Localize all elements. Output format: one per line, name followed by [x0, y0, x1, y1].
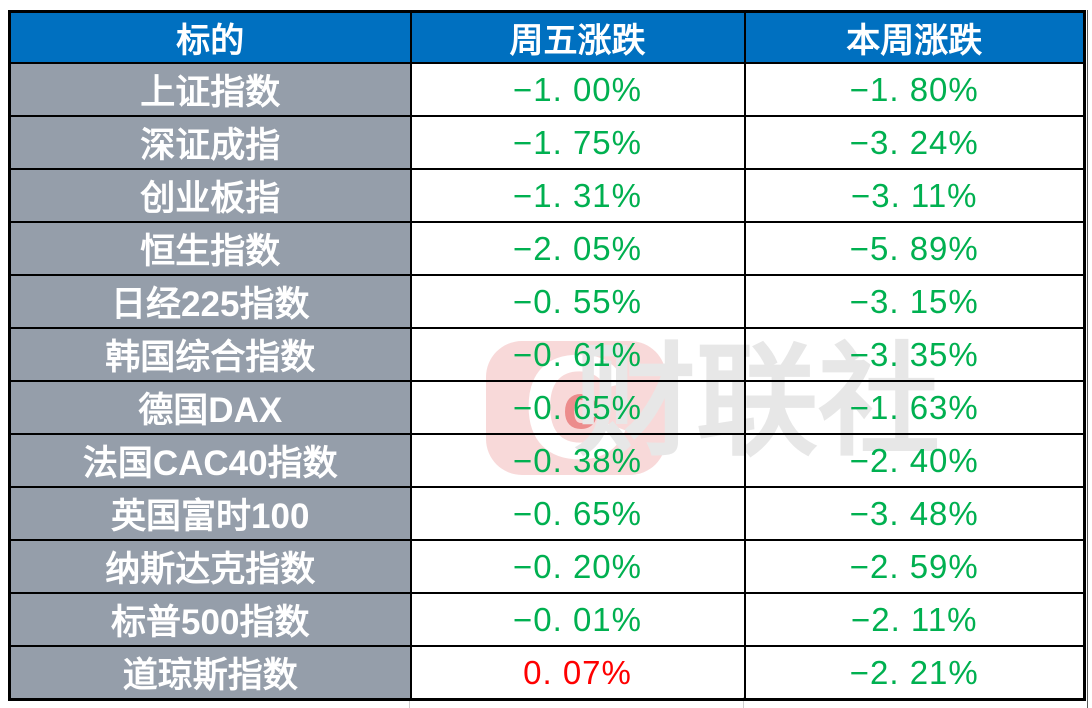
- week-change-cell: −5. 89%: [743, 221, 1086, 276]
- index-name-cell: 英国富时100: [8, 486, 412, 541]
- week-change-cell: −3. 24%: [743, 115, 1086, 170]
- week-change-value: −2. 40%: [849, 441, 979, 479]
- week-change-value: −3. 24%: [849, 123, 979, 161]
- table-row: 创业板指 −1. 31% −3. 11%: [8, 168, 1086, 223]
- week-change-value: −3. 11%: [850, 176, 978, 214]
- index-name-cell: 法国CAC40指数: [8, 433, 412, 488]
- week-change-value: −3. 48%: [849, 494, 979, 532]
- friday-change-cell: −0. 61%: [409, 327, 746, 382]
- header-row: 标的 周五涨跌 本周涨跌: [8, 10, 1086, 64]
- index-name-cell: 日经225指数: [8, 274, 412, 329]
- friday-change-value: −1. 00%: [512, 70, 642, 108]
- week-change-value: −2. 59%: [849, 547, 979, 585]
- table-row: 法国CAC40指数 −0. 38% −2. 40%: [8, 433, 1086, 488]
- week-change-value: −1. 63%: [849, 388, 979, 426]
- table-row: 标普500指数 −0. 01% −2. 11%: [8, 592, 1086, 647]
- index-name-cell: 标普500指数: [8, 592, 412, 647]
- friday-change-cell: −0. 65%: [409, 486, 746, 541]
- friday-change-cell: −0. 38%: [409, 433, 746, 488]
- friday-change-value: −1. 75%: [512, 123, 642, 161]
- index-name-cell: 深证成指: [8, 115, 412, 170]
- gridline-stub: [409, 697, 410, 708]
- column-header-friday-change: 周五涨跌: [409, 10, 746, 64]
- friday-change-value: −0. 61%: [512, 335, 642, 373]
- friday-change-cell: −0. 65%: [409, 380, 746, 435]
- week-change-cell: −2. 21%: [743, 645, 1086, 701]
- table-row: 日经225指数 −0. 55% −3. 15%: [8, 274, 1086, 329]
- index-name-cell: 上证指数: [8, 62, 412, 117]
- index-change-table: 标的 周五涨跌 本周涨跌 上证指数 −1. 00% −1. 80% 深证成指 −…: [8, 10, 1086, 701]
- friday-change-cell: −0. 20%: [409, 539, 746, 594]
- friday-change-value: −2. 05%: [512, 229, 642, 267]
- week-change-value: −2. 11%: [850, 600, 978, 638]
- table-row: 德国DAX −0. 65% −1. 63%: [8, 380, 1086, 435]
- week-change-cell: −2. 40%: [743, 433, 1086, 488]
- friday-change-cell: −1. 75%: [409, 115, 746, 170]
- friday-change-cell: −1. 31%: [409, 168, 746, 223]
- column-header-week-change: 本周涨跌: [743, 10, 1086, 64]
- friday-change-cell: −1. 00%: [409, 62, 746, 117]
- gridline-stub: [743, 697, 744, 708]
- week-change-cell: −1. 80%: [743, 62, 1086, 117]
- table-row: 纳斯达克指数 −0. 20% −2. 59%: [8, 539, 1086, 594]
- index-name-cell: 恒生指数: [8, 221, 412, 276]
- friday-change-value: −1. 31%: [512, 176, 642, 214]
- index-name-cell: 创业板指: [8, 168, 412, 223]
- week-change-value: −3. 15%: [849, 282, 979, 320]
- index-name-cell: 道琼斯指数: [8, 645, 412, 701]
- friday-change-cell: −0. 01%: [409, 592, 746, 647]
- week-change-cell: −3. 15%: [743, 274, 1086, 329]
- index-name-cell: 德国DAX: [8, 380, 412, 435]
- week-change-value: −3. 35%: [849, 335, 979, 373]
- week-change-cell: −2. 11%: [743, 592, 1086, 647]
- column-gridline: [1087, 10, 1088, 708]
- week-change-cell: −3. 35%: [743, 327, 1086, 382]
- week-change-value: −2. 21%: [849, 653, 979, 691]
- table-row: 道琼斯指数 0. 07% −2. 21%: [8, 645, 1086, 701]
- week-change-cell: −3. 48%: [743, 486, 1086, 541]
- friday-change-value: −0. 55%: [512, 282, 642, 320]
- table-row: 恒生指数 −2. 05% −5. 89%: [8, 221, 1086, 276]
- week-change-value: −1. 80%: [849, 70, 979, 108]
- week-change-cell: −1. 63%: [743, 380, 1086, 435]
- friday-change-value: −0. 38%: [512, 441, 642, 479]
- column-header-target: 标的: [8, 10, 412, 64]
- friday-change-value: −0. 01%: [512, 600, 642, 638]
- friday-change-value: −0. 65%: [512, 494, 642, 532]
- index-name-cell: 韩国综合指数: [8, 327, 412, 382]
- friday-change-value: −0. 20%: [512, 547, 642, 585]
- friday-change-cell: −2. 05%: [409, 221, 746, 276]
- friday-change-cell: 0. 07%: [409, 645, 746, 701]
- table-row: 英国富时100 −0. 65% −3. 48%: [8, 486, 1086, 541]
- week-change-cell: −3. 11%: [743, 168, 1086, 223]
- index-name-cell: 纳斯达克指数: [8, 539, 412, 594]
- table-row: 上证指数 −1. 00% −1. 80%: [8, 62, 1086, 117]
- friday-change-cell: −0. 55%: [409, 274, 746, 329]
- table-row: 深证成指 −1. 75% −3. 24%: [8, 115, 1086, 170]
- friday-change-value: −0. 65%: [512, 388, 642, 426]
- week-change-cell: −2. 59%: [743, 539, 1086, 594]
- week-change-value: −5. 89%: [849, 229, 979, 267]
- table-row: 韩国综合指数 −0. 61% −3. 35%: [8, 327, 1086, 382]
- friday-change-value: 0. 07%: [523, 653, 632, 691]
